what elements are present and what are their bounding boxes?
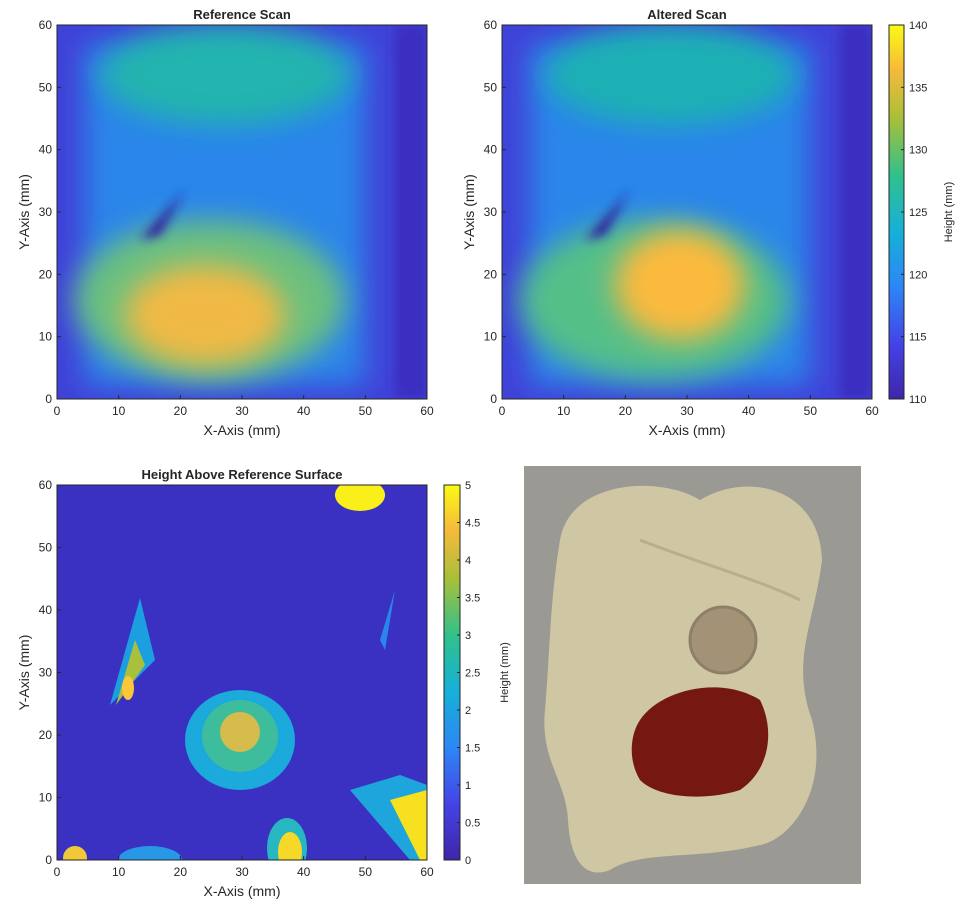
x-tick-label: 10 <box>112 865 126 879</box>
colorbar-tick-label: 3 <box>465 630 471 642</box>
y-axis-label: Y-Axis (mm) <box>16 174 32 250</box>
x-tick-label: 20 <box>174 404 188 418</box>
x-tick-label: 40 <box>297 404 311 418</box>
y-tick-label: 10 <box>39 791 53 805</box>
y-tick-label: 10 <box>484 330 498 344</box>
heatmap-field <box>502 25 872 399</box>
y-tick-label: 10 <box>39 330 53 344</box>
x-tick-label: 30 <box>235 865 249 879</box>
colorbar-tick-label: 3.5 <box>465 593 480 605</box>
y-tick-label: 0 <box>45 392 52 406</box>
figure: 01020304050600102030405060Reference Scan… <box>0 0 961 910</box>
y-tick-label: 20 <box>39 728 53 742</box>
y-tick-label: 30 <box>39 666 53 680</box>
colorbar-tick-label: 2.5 <box>465 668 480 680</box>
x-tick-label: 50 <box>359 404 373 418</box>
colorbar-tick-label: 125 <box>909 207 927 219</box>
colorbar-tick-label: 130 <box>909 145 927 157</box>
x-tick-label: 30 <box>235 404 249 418</box>
colorbar-tick-label: 2 <box>465 705 471 717</box>
colorbar-tick-label: 1 <box>465 780 471 792</box>
y-tick-label: 0 <box>45 853 52 867</box>
x-tick-label: 0 <box>499 404 506 418</box>
chart-title: Height Above Reference Surface <box>141 467 342 482</box>
x-axis-label: X-Axis (mm) <box>204 422 281 438</box>
x-axis-label: X-Axis (mm) <box>649 422 726 438</box>
x-tick-label: 10 <box>557 404 571 418</box>
y-tick-label: 60 <box>39 478 53 492</box>
colorbar-tick-label: 4 <box>465 555 471 567</box>
colorbar-tick-label: 0 <box>465 855 471 867</box>
colorbar-tick-label: 5 <box>465 480 471 492</box>
y-tick-label: 40 <box>39 143 53 157</box>
y-tick-label: 50 <box>484 80 498 94</box>
x-tick-label: 60 <box>865 404 879 418</box>
colorbar-tick-label: 0.5 <box>465 818 480 830</box>
x-tick-label: 40 <box>297 865 311 879</box>
x-axis-label: X-Axis (mm) <box>204 883 281 899</box>
y-tick-label: 50 <box>39 80 53 94</box>
colorbar-tick-label: 115 <box>909 332 927 344</box>
colorbar-tick-label: 1.5 <box>465 743 480 755</box>
x-tick-label: 20 <box>619 404 633 418</box>
y-tick-label: 60 <box>484 18 498 32</box>
y-tick-label: 30 <box>484 205 498 219</box>
y-tick-label: 0 <box>490 392 497 406</box>
colorbar-tick-label: 110 <box>909 394 927 406</box>
y-axis-label: Y-Axis (mm) <box>16 635 32 711</box>
y-axis-label: Y-Axis (mm) <box>461 174 477 250</box>
colorbar-tick-label: 120 <box>909 269 927 281</box>
y-tick-label: 30 <box>39 205 53 219</box>
x-tick-label: 50 <box>804 404 818 418</box>
x-tick-label: 20 <box>174 865 188 879</box>
specimen-photo <box>524 466 861 884</box>
y-tick-label: 50 <box>39 541 53 555</box>
x-tick-label: 30 <box>680 404 694 418</box>
y-tick-label: 40 <box>484 143 498 157</box>
x-tick-label: 60 <box>420 865 434 879</box>
chart-title: Reference Scan <box>193 7 291 22</box>
colorbar-label: Height (mm) <box>499 642 511 703</box>
y-tick-label: 40 <box>39 603 53 617</box>
y-tick-label: 20 <box>39 267 53 281</box>
x-tick-label: 10 <box>112 404 126 418</box>
x-tick-label: 60 <box>420 404 434 418</box>
colorbar-tick-label: 140 <box>909 20 927 32</box>
colorbar-label: Height (mm) <box>943 182 955 243</box>
heatmap-field <box>57 479 427 878</box>
y-tick-label: 60 <box>39 18 53 32</box>
colorbar-tick-label: 135 <box>909 82 927 94</box>
x-tick-label: 0 <box>54 865 61 879</box>
x-tick-label: 50 <box>359 865 373 879</box>
chart-title: Altered Scan <box>647 7 727 22</box>
y-tick-label: 20 <box>484 267 498 281</box>
heatmap-field <box>57 25 427 399</box>
x-tick-label: 40 <box>742 404 756 418</box>
colorbar-tick-label: 4.5 <box>465 518 480 530</box>
x-tick-label: 0 <box>54 404 61 418</box>
